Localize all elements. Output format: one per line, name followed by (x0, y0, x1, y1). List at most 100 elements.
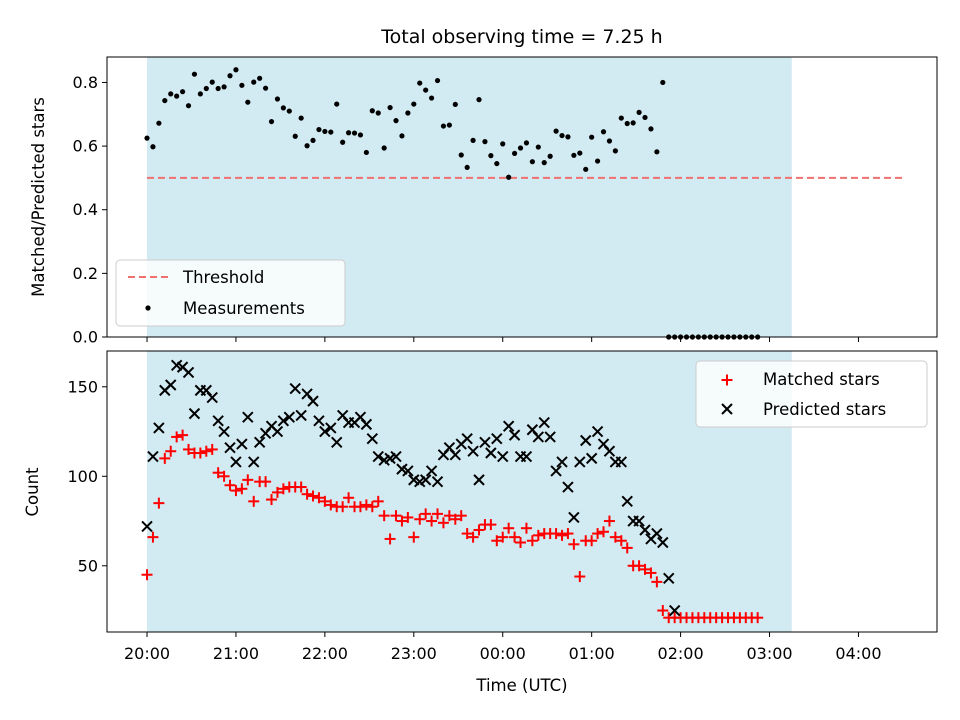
predicted-point-87 (657, 536, 669, 549)
measurement-point-2 (156, 120, 162, 126)
measurement-point-8 (191, 71, 198, 77)
matched-point-70 (556, 529, 568, 541)
predicted-point-42 (390, 450, 402, 463)
measurement-point-52 (452, 101, 458, 108)
predicted-point-78 (603, 445, 616, 457)
predicted-point-38-b (366, 432, 379, 445)
matched-point-36 (354, 501, 366, 513)
predicted-point-4 (165, 379, 177, 391)
matched-point-79 (609, 531, 621, 543)
measurement-point-50 (440, 123, 447, 129)
predicted-point-32-b (331, 436, 343, 448)
bottom-legend-box (695, 360, 928, 428)
matched-point-52 (449, 513, 461, 525)
top-y-tick-label-1: 0.2 (73, 264, 98, 283)
matched-point-87 (657, 605, 669, 617)
measurement-point-56 (476, 97, 482, 103)
predicted-point-26-b (295, 409, 307, 422)
predicted-point-89 (668, 604, 681, 617)
top-legend-box (115, 259, 346, 327)
measurements-legend-marker (145, 305, 151, 311)
predicted-point-27-b (301, 388, 313, 400)
predicted-point-60 (497, 450, 509, 463)
predicted-point-2-b (153, 422, 165, 434)
measurement-point-82 (630, 120, 636, 126)
predicted-point-14 (224, 441, 236, 454)
measurement-point-29 (316, 126, 322, 133)
matched-point-83 (633, 560, 645, 572)
predicted-point-1 (147, 450, 159, 463)
matched-point-69 (550, 528, 562, 540)
predicted-point-89-b (668, 604, 681, 617)
matched-point-31 (325, 499, 337, 511)
measurement-point-81 (624, 120, 630, 127)
measurement-point-87 (660, 79, 666, 86)
measurement-point-65 (529, 159, 535, 165)
bottom-x-tick-label-4: 00:00 (480, 644, 526, 663)
bottom-y-tick-label-1: 100 (67, 467, 98, 486)
matched-point-41 (384, 533, 396, 545)
predicted-point-30-b (319, 425, 331, 438)
predicted-point-69-b (550, 465, 562, 477)
predicted-point-55 (467, 445, 479, 457)
predicted-point-71-b (562, 481, 574, 493)
matched-point-46 (414, 513, 426, 525)
matched-point-16 (236, 483, 248, 495)
matched-point-65 (526, 535, 538, 547)
measurement-point-31 (328, 129, 334, 135)
measurement-point-23 (280, 105, 286, 111)
measurement-point-74 (583, 166, 589, 172)
predicted-point-22 (271, 425, 284, 438)
predicted-point-16-b (236, 438, 248, 450)
bottom-y-tick-label-2: 150 (67, 377, 98, 396)
measurement-point-58 (488, 153, 494, 159)
predicted-point-17-b (242, 411, 254, 423)
matched-point-38 (366, 501, 378, 513)
measurement-point-57 (482, 139, 488, 145)
measurement-point-21 (268, 118, 275, 125)
matched-point-3 (159, 452, 171, 464)
predicted-point-26 (295, 409, 307, 422)
matched-point-39 (372, 495, 384, 507)
bottom-x-tick-label-2: 22:00 (302, 644, 348, 663)
predicted-point-23 (277, 415, 290, 427)
predicted-legend-label: Predicted stars (763, 400, 886, 419)
predicted-point-84 (639, 524, 651, 536)
measurement-point-12 (215, 85, 221, 92)
predicted-point-87-b (657, 536, 669, 549)
predicted-legend-glyph-b (721, 403, 733, 415)
predicted-point-59 (491, 432, 503, 445)
matched-point-76 (592, 528, 604, 540)
predicted-point-75 (585, 452, 598, 465)
predicted-point-30 (319, 425, 331, 438)
matched-point-33 (337, 501, 349, 513)
matched-legend-label: Matched stars (763, 370, 880, 389)
measurement-point-77 (600, 129, 607, 135)
predicted-point-81-b (621, 495, 633, 508)
predicted-point-51-b (443, 441, 456, 454)
measurement-point-73 (577, 150, 583, 156)
measurement-point-11 (209, 79, 215, 85)
bottom-x-tick-label-5: 01:00 (569, 644, 615, 663)
predicted-point-74 (580, 434, 592, 447)
measurement-point-7 (185, 103, 192, 109)
matched-point-66 (532, 529, 544, 541)
predicted-point-45-b (408, 474, 420, 486)
measurement-point-15 (233, 67, 239, 73)
matched-point-34 (343, 492, 355, 504)
matched-legend-marker (721, 374, 733, 386)
measurement-point-38 (369, 108, 375, 114)
matched-point-1 (147, 531, 159, 543)
measurement-point-83 (636, 109, 642, 115)
matched-point-7 (183, 443, 195, 455)
predicted-point-61 (502, 420, 515, 432)
measurement-point-35 (351, 130, 358, 136)
top-panel: 0.0 0.2 0.4 0.6 0.8 Total observing time = 7… (29, 26, 938, 347)
measurement-point-24 (286, 108, 292, 114)
predicted-point-59-b (491, 432, 503, 445)
matched-point-72 (568, 538, 580, 550)
matched-point-4 (165, 445, 177, 457)
predicted-point-86 (651, 527, 663, 540)
measurement-point-4 (168, 91, 174, 97)
measurement-point-71 (565, 134, 571, 140)
